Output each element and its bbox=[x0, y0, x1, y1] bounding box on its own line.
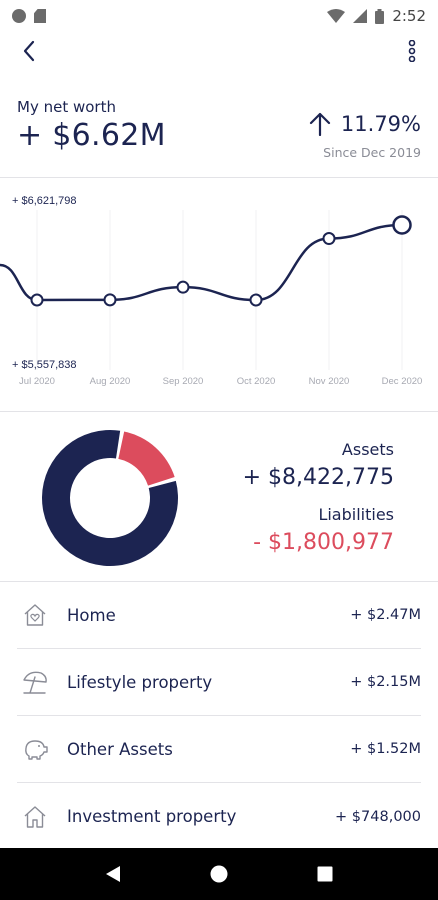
category-list: Home + $2.47M Lifestyle property + $2.15… bbox=[17, 582, 421, 850]
donut-assets-segment bbox=[42, 430, 179, 566]
beach-umbrella-icon bbox=[21, 668, 49, 696]
divider bbox=[0, 411, 438, 412]
chart-series-line bbox=[0, 223, 403, 302]
app-bar bbox=[0, 32, 438, 72]
list-item-value: + $2.15M bbox=[350, 674, 421, 690]
list-item-label: Investment property bbox=[67, 807, 237, 826]
chart-data-point bbox=[103, 293, 117, 307]
chart-x-tick-label: Sep 2020 bbox=[163, 376, 204, 387]
signal-icon bbox=[353, 9, 368, 23]
back-button[interactable] bbox=[14, 36, 44, 66]
nav-recents-button[interactable] bbox=[305, 854, 345, 894]
house-icon bbox=[21, 803, 49, 831]
nav-back-button[interactable] bbox=[93, 854, 133, 894]
net-worth-chart: + $6,621,798 + $5,557,838 Jul 2020 Aug 20… bbox=[0, 195, 423, 387]
notification-dot-icon bbox=[12, 9, 26, 23]
chart-x-tick-label: Aug 2020 bbox=[90, 376, 131, 387]
chart-x-tick-label: Dec 2020 bbox=[382, 376, 423, 387]
list-item-label: Other Assets bbox=[67, 739, 173, 759]
chart-grid bbox=[36, 210, 403, 370]
chart-data-point bbox=[249, 293, 263, 307]
chart-data-point bbox=[176, 280, 190, 294]
list-item-investment-property[interactable]: Investment property + $748,000 bbox=[17, 783, 421, 850]
list-item-value: + $2.47M bbox=[350, 607, 421, 623]
net-worth-label: My net worth bbox=[17, 98, 116, 116]
more-vertical-icon bbox=[408, 40, 416, 62]
system-nav-bar bbox=[0, 848, 438, 900]
assets-label: Assets bbox=[341, 440, 394, 459]
chart-x-tick-label: Jul 2020 bbox=[19, 376, 55, 387]
list-item-label: Lifestyle property bbox=[67, 672, 213, 692]
nav-home-button[interactable] bbox=[199, 854, 239, 894]
chart-min-label: + $5,557,838 bbox=[12, 359, 77, 371]
sd-card-icon bbox=[34, 9, 46, 23]
status-bar: 2:52 bbox=[0, 0, 438, 32]
home-heart-icon bbox=[21, 601, 49, 629]
list-item-home[interactable]: Home + $2.47M bbox=[17, 582, 421, 649]
chart-data-point bbox=[30, 293, 44, 307]
square-recents-icon bbox=[317, 866, 333, 882]
arrow-up-icon bbox=[309, 112, 331, 136]
donut-liabilities-segment bbox=[118, 431, 175, 486]
list-item-other-assets[interactable]: Other Assets + $1.52M bbox=[17, 716, 421, 783]
chart-x-tick-label: Oct 2020 bbox=[237, 376, 276, 387]
net-worth-value: + $6.62M bbox=[17, 118, 166, 153]
chart-data-point bbox=[322, 232, 336, 246]
since-label: Since Dec 2019 bbox=[323, 145, 421, 160]
status-time: 2:52 bbox=[392, 7, 426, 25]
circle-home-icon bbox=[210, 865, 228, 883]
divider bbox=[0, 581, 438, 582]
divider bbox=[0, 177, 438, 178]
list-item-label: Home bbox=[67, 605, 116, 625]
liabilities-value: - $1,800,977 bbox=[253, 530, 394, 555]
list-item-value: + $1.52M bbox=[350, 741, 421, 757]
change-percent: 11.79% bbox=[340, 112, 421, 136]
chevron-left-icon bbox=[23, 40, 35, 62]
list-item-value: + $748,000 bbox=[335, 808, 421, 825]
chart-x-tick-label: Nov 2020 bbox=[309, 376, 350, 387]
piggy-bank-icon bbox=[21, 735, 49, 763]
triangle-back-icon bbox=[106, 866, 120, 882]
assets-value: + $8,422,775 bbox=[242, 465, 394, 490]
chart-data-point bbox=[392, 215, 412, 235]
net-worth-change: 11.79% bbox=[309, 112, 421, 136]
battery-icon bbox=[375, 8, 385, 24]
chart-max-label: + $6,621,798 bbox=[12, 195, 77, 207]
list-item-lifestyle-property[interactable]: Lifestyle property + $2.15M bbox=[17, 649, 421, 716]
wifi-icon bbox=[327, 9, 346, 23]
liabilities-label: Liabilities bbox=[318, 505, 394, 524]
more-options-button[interactable] bbox=[400, 36, 424, 66]
assets-liabilities-donut bbox=[42, 430, 179, 566]
